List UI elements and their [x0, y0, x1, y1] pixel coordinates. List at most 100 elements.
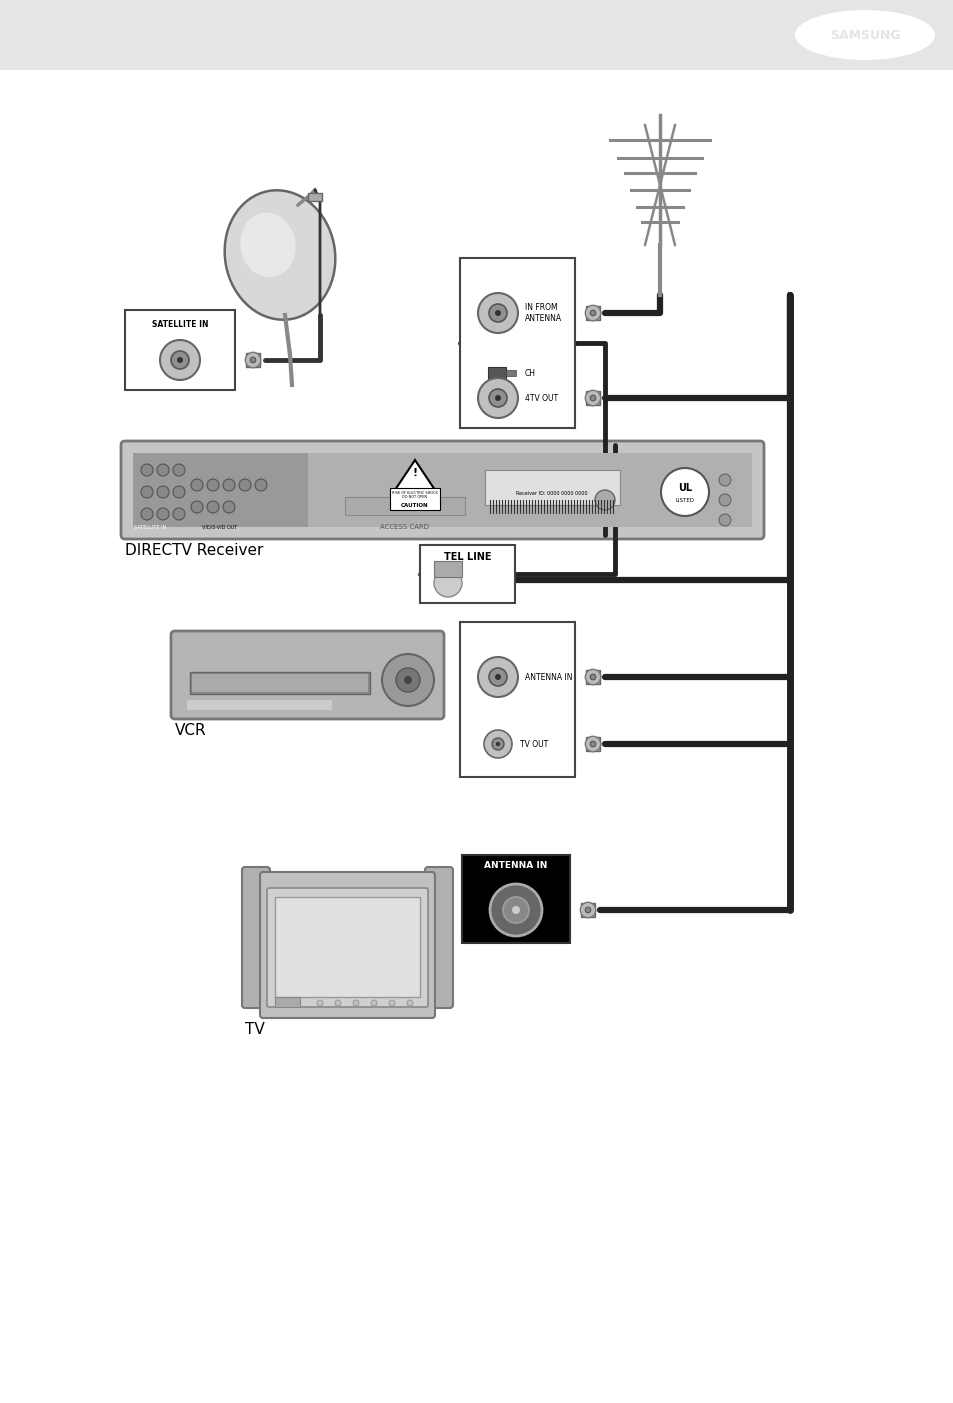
- Bar: [246, 354, 259, 368]
- Circle shape: [590, 396, 596, 401]
- Ellipse shape: [225, 191, 335, 320]
- Text: ACCESS CARD: ACCESS CARD: [380, 523, 429, 530]
- Circle shape: [590, 310, 596, 316]
- Circle shape: [157, 508, 169, 521]
- Circle shape: [172, 485, 185, 498]
- Text: TV: TV: [245, 1023, 265, 1037]
- Circle shape: [477, 293, 517, 333]
- Circle shape: [483, 730, 512, 758]
- Circle shape: [160, 340, 200, 380]
- Text: 4TV OUT: 4TV OUT: [524, 393, 558, 403]
- FancyBboxPatch shape: [461, 854, 569, 943]
- Circle shape: [489, 304, 506, 323]
- Text: !: !: [412, 469, 417, 478]
- Circle shape: [141, 485, 152, 498]
- Circle shape: [403, 676, 412, 685]
- Circle shape: [719, 474, 730, 485]
- Text: TV OUT: TV OUT: [519, 739, 548, 748]
- Circle shape: [489, 668, 506, 686]
- Circle shape: [172, 464, 185, 476]
- Circle shape: [512, 906, 519, 913]
- Bar: [0, 0, 953, 70]
- Circle shape: [590, 741, 596, 746]
- FancyBboxPatch shape: [274, 897, 419, 998]
- Bar: [187, 700, 332, 710]
- Bar: [586, 737, 599, 751]
- Circle shape: [585, 669, 600, 685]
- Text: IN FROM
ANTENNA: IN FROM ANTENNA: [524, 303, 561, 323]
- Bar: [586, 391, 599, 405]
- Circle shape: [584, 908, 590, 913]
- Circle shape: [250, 358, 255, 363]
- Circle shape: [585, 737, 600, 752]
- FancyBboxPatch shape: [267, 888, 428, 1007]
- FancyBboxPatch shape: [125, 310, 234, 390]
- Bar: [190, 672, 370, 694]
- Circle shape: [254, 478, 267, 491]
- Circle shape: [495, 396, 500, 401]
- Circle shape: [172, 508, 185, 521]
- FancyBboxPatch shape: [390, 488, 439, 511]
- Circle shape: [660, 469, 708, 516]
- Circle shape: [407, 1000, 413, 1006]
- Bar: [580, 904, 594, 918]
- Text: TEL LINE: TEL LINE: [443, 551, 491, 563]
- Circle shape: [223, 478, 234, 491]
- Text: LISTED: LISTED: [675, 498, 694, 502]
- Circle shape: [590, 675, 596, 680]
- Circle shape: [245, 352, 260, 368]
- Text: CAUTION: CAUTION: [401, 502, 428, 508]
- Circle shape: [477, 377, 517, 418]
- Circle shape: [171, 351, 189, 369]
- Circle shape: [207, 478, 219, 491]
- Polygon shape: [395, 460, 435, 490]
- Circle shape: [495, 310, 500, 316]
- Ellipse shape: [240, 213, 295, 278]
- Circle shape: [477, 657, 517, 697]
- Circle shape: [492, 738, 503, 751]
- Circle shape: [389, 1000, 395, 1006]
- Text: CH: CH: [524, 369, 536, 377]
- Circle shape: [502, 897, 529, 923]
- Ellipse shape: [293, 998, 402, 1017]
- Text: RISK OF ELECTRIC SHOCK
DO NOT OPEN: RISK OF ELECTRIC SHOCK DO NOT OPEN: [392, 491, 437, 499]
- Circle shape: [207, 501, 219, 513]
- Text: DIRECTV Receiver: DIRECTV Receiver: [125, 543, 263, 557]
- Text: SATELLITE IN: SATELLITE IN: [152, 320, 208, 328]
- FancyBboxPatch shape: [424, 867, 453, 1007]
- Bar: [488, 368, 505, 379]
- Circle shape: [371, 1000, 376, 1006]
- FancyBboxPatch shape: [484, 470, 619, 505]
- FancyBboxPatch shape: [419, 544, 515, 603]
- Circle shape: [585, 390, 600, 405]
- Text: SAMSUNG: SAMSUNG: [829, 28, 900, 42]
- Bar: [586, 671, 599, 685]
- Bar: [132, 453, 751, 528]
- Text: ANTENNA IN: ANTENNA IN: [484, 860, 547, 870]
- FancyBboxPatch shape: [459, 622, 575, 777]
- Text: SATELLITE IN: SATELLITE IN: [133, 525, 166, 529]
- Circle shape: [141, 508, 152, 521]
- Circle shape: [316, 1000, 323, 1006]
- Circle shape: [335, 1000, 340, 1006]
- Circle shape: [223, 501, 234, 513]
- Circle shape: [490, 884, 541, 936]
- Ellipse shape: [794, 10, 934, 60]
- Circle shape: [177, 356, 183, 363]
- Circle shape: [395, 668, 419, 692]
- Circle shape: [381, 654, 434, 706]
- Circle shape: [495, 673, 500, 680]
- Circle shape: [585, 306, 600, 321]
- Circle shape: [191, 501, 203, 513]
- Circle shape: [719, 494, 730, 506]
- Circle shape: [595, 490, 615, 511]
- Circle shape: [579, 902, 595, 918]
- Text: VID/S-VID OUT: VID/S-VID OUT: [202, 525, 237, 529]
- Bar: [274, 998, 299, 1007]
- FancyBboxPatch shape: [121, 441, 763, 539]
- Text: UL: UL: [678, 483, 691, 492]
- Circle shape: [157, 485, 169, 498]
- Circle shape: [496, 742, 499, 746]
- Bar: [586, 306, 599, 320]
- Text: VCR: VCR: [174, 723, 207, 738]
